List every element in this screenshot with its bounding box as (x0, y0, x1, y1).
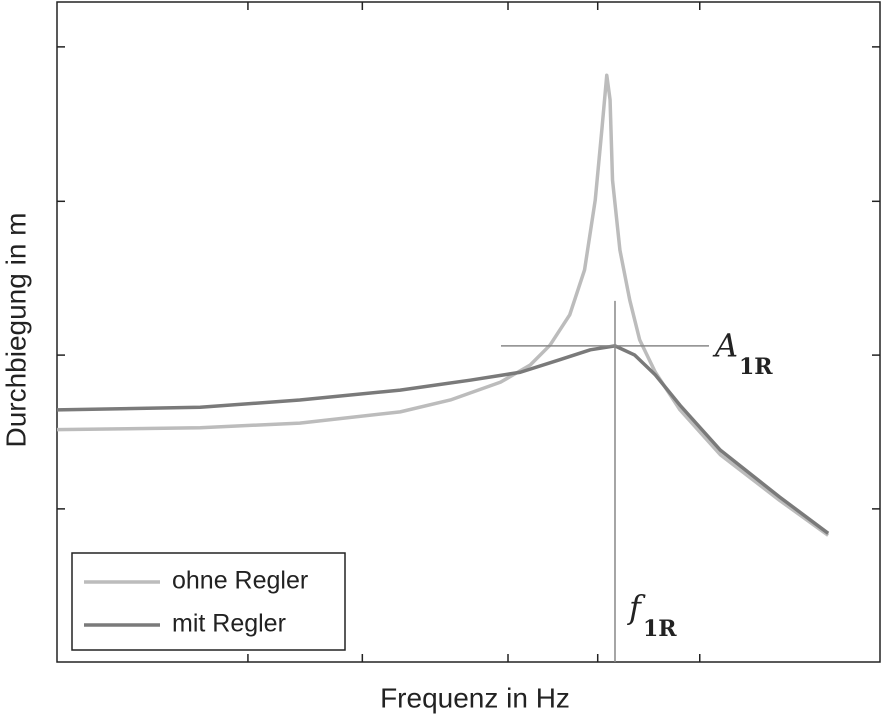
marker-y-label: A (712, 326, 738, 364)
legend-label: ohne Regler (172, 567, 308, 595)
series-line (56, 344, 830, 535)
series-line (56, 73, 830, 537)
y-axis-label: Durchbiegung in m (0, 212, 31, 447)
legend-box (71, 552, 346, 651)
marker-x-label-sub: 1R (643, 616, 677, 642)
plot-frame (56, 1, 881, 663)
marker-y-label-sub: 1R (739, 354, 773, 380)
legend-label: mit Regler (172, 610, 286, 638)
x-axis-label: Frequenz in Hz (380, 682, 570, 713)
